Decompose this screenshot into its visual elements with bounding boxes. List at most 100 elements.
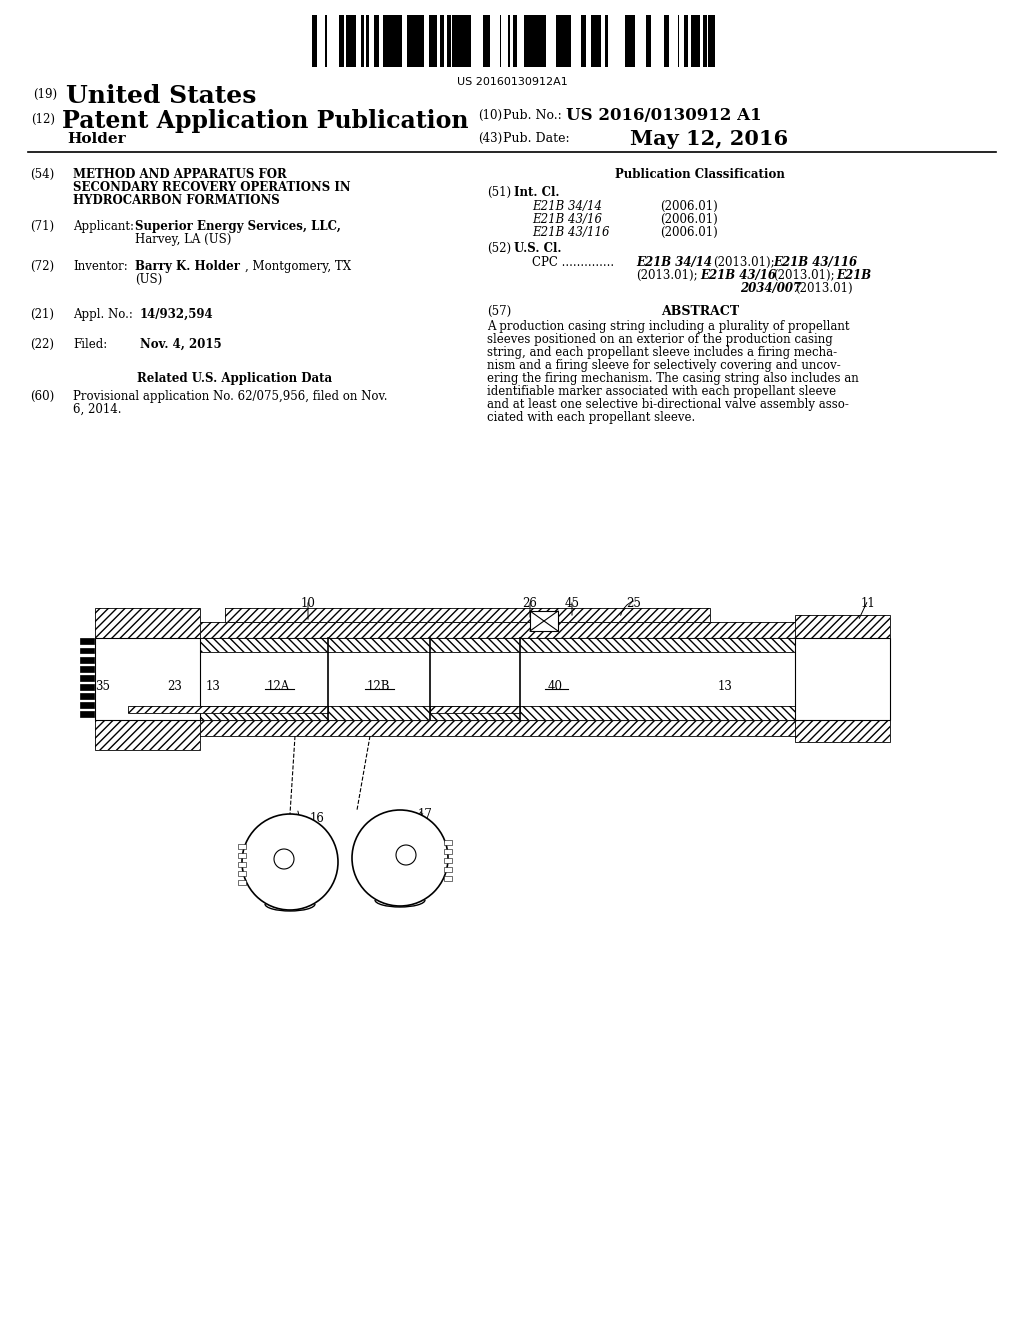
Text: (2013.01);: (2013.01); <box>636 269 697 282</box>
Text: nism and a firing sleeve for selectively covering and uncov-: nism and a firing sleeve for selectively… <box>487 359 841 372</box>
Bar <box>795 719 890 742</box>
Bar <box>407 15 409 67</box>
Text: Appl. No.:: Appl. No.: <box>73 308 133 321</box>
Bar <box>530 611 558 631</box>
Bar <box>513 15 517 67</box>
Text: identifiable marker associated with each propellant sleeve: identifiable marker associated with each… <box>487 385 837 399</box>
Bar <box>523 15 525 67</box>
Text: (2013.01);: (2013.01); <box>773 269 835 282</box>
Bar <box>128 638 882 652</box>
Bar <box>645 15 649 67</box>
Bar <box>508 15 510 67</box>
Bar <box>665 15 670 67</box>
Bar <box>238 879 246 884</box>
Bar <box>349 15 352 67</box>
Text: Provisional application No. 62/075,956, filed on Nov.: Provisional application No. 62/075,956, … <box>73 389 387 403</box>
Bar <box>80 684 94 690</box>
Text: United States: United States <box>66 84 256 108</box>
Bar <box>483 15 489 67</box>
Bar <box>396 15 398 67</box>
Bar <box>649 15 650 67</box>
Text: E21B 34/14: E21B 34/14 <box>636 256 712 269</box>
Bar <box>461 15 463 67</box>
Text: METHOD AND APPARATUS FOR: METHOD AND APPARATUS FOR <box>73 168 287 181</box>
Bar <box>414 15 415 67</box>
Text: (72): (72) <box>30 260 54 273</box>
Bar <box>225 609 710 622</box>
Bar <box>345 15 349 67</box>
Bar <box>376 15 380 67</box>
Text: (71): (71) <box>30 220 54 234</box>
Bar <box>629 15 632 67</box>
Bar <box>541 15 546 67</box>
Bar <box>525 15 527 67</box>
Bar <box>430 706 520 713</box>
Bar <box>534 15 537 67</box>
Bar <box>458 15 461 67</box>
Bar <box>238 870 246 876</box>
Text: (US): (US) <box>135 273 162 286</box>
Text: (43): (43) <box>478 132 502 145</box>
Text: Applicant:: Applicant: <box>73 220 134 234</box>
Bar <box>703 15 705 67</box>
Bar <box>527 15 530 67</box>
Bar <box>128 706 882 719</box>
Bar <box>95 609 200 638</box>
Bar <box>128 719 882 737</box>
Bar <box>95 719 200 750</box>
Text: Inventor:: Inventor: <box>73 260 128 273</box>
Text: (19): (19) <box>33 88 57 102</box>
Text: (2006.01): (2006.01) <box>660 201 718 213</box>
Bar <box>444 858 452 863</box>
Bar <box>128 638 882 719</box>
Text: 16: 16 <box>310 812 325 825</box>
Text: 11: 11 <box>860 597 876 610</box>
Bar <box>238 843 246 849</box>
Text: Int. Cl.: Int. Cl. <box>514 186 559 199</box>
Text: E21B 43/16: E21B 43/16 <box>700 269 776 282</box>
Bar <box>678 15 679 67</box>
Text: E21B 34/14: E21B 34/14 <box>532 201 602 213</box>
Circle shape <box>352 810 449 906</box>
Bar <box>339 15 344 67</box>
Text: 35: 35 <box>95 680 111 693</box>
Bar <box>500 15 502 67</box>
Bar <box>380 846 420 870</box>
Bar <box>705 15 707 67</box>
Text: 2034/007: 2034/007 <box>740 282 801 294</box>
Bar <box>128 622 882 638</box>
Text: 26: 26 <box>522 597 538 610</box>
Text: Pub. No.:: Pub. No.: <box>503 110 562 121</box>
Bar <box>585 15 586 67</box>
Bar <box>311 15 315 67</box>
Text: Nov. 4, 2015: Nov. 4, 2015 <box>140 338 221 351</box>
Text: 6, 2014.: 6, 2014. <box>73 403 122 416</box>
Bar <box>595 15 601 67</box>
Bar <box>415 15 419 67</box>
Bar <box>444 866 452 873</box>
Text: SECONDARY RECOVERY OPERATIONS IN: SECONDARY RECOVERY OPERATIONS IN <box>73 181 350 194</box>
Bar <box>128 622 882 638</box>
Text: E21B 43/116: E21B 43/116 <box>773 256 857 269</box>
Bar <box>366 15 370 67</box>
Bar <box>440 15 443 67</box>
Text: ABSTRACT: ABSTRACT <box>660 305 739 318</box>
Bar <box>539 15 541 67</box>
Text: E21B 43/16: E21B 43/16 <box>532 213 602 226</box>
Bar <box>80 665 94 672</box>
Text: Superior Energy Services, LLC,: Superior Energy Services, LLC, <box>135 220 341 234</box>
Bar <box>632 15 635 67</box>
Text: Publication Classification: Publication Classification <box>615 168 785 181</box>
Bar <box>709 15 712 67</box>
Bar <box>435 15 437 67</box>
Bar <box>795 638 890 719</box>
Text: Pub. Date:: Pub. Date: <box>503 132 569 145</box>
Text: (2013.01): (2013.01) <box>795 282 853 294</box>
Bar <box>530 15 534 67</box>
Text: Filed:: Filed: <box>73 338 108 351</box>
Bar <box>238 862 246 867</box>
Bar <box>429 15 430 67</box>
Text: , Montgomery, TX: , Montgomery, TX <box>245 260 351 273</box>
Text: US 2016/0130912 A1: US 2016/0130912 A1 <box>566 107 762 124</box>
Text: 23: 23 <box>168 680 182 693</box>
